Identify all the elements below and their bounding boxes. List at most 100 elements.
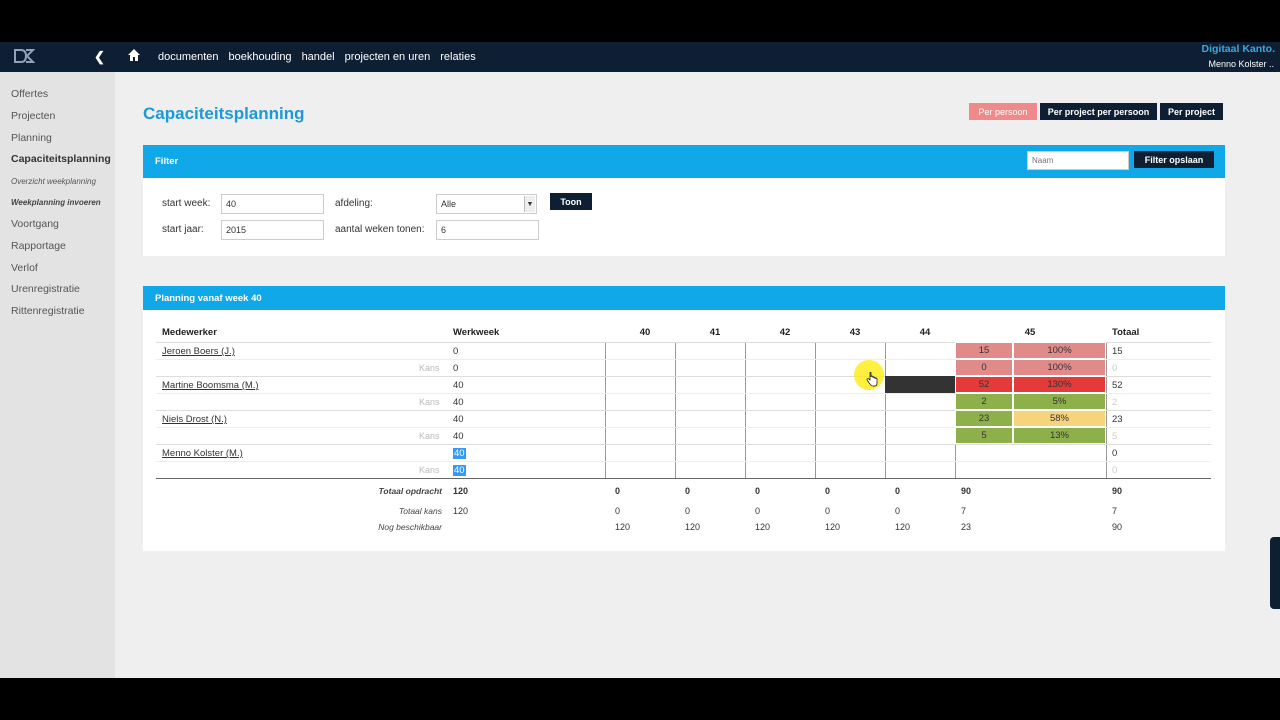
- nav-boekhouding[interactable]: boekhouding: [228, 51, 292, 63]
- save-filter-button[interactable]: Filter opslaan: [1134, 151, 1214, 168]
- heat-cell-kans-pct[interactable]: 100%: [1013, 359, 1106, 376]
- kans-value[interactable]: 0: [453, 363, 459, 374]
- workweek-value[interactable]: 40: [453, 380, 464, 391]
- kans-value[interactable]: 40: [453, 465, 466, 476]
- summary-week-value: 23: [961, 522, 972, 532]
- heat-cell-kans[interactable]: 2: [955, 393, 1013, 410]
- kans-cell[interactable]: 40: [453, 397, 464, 408]
- employee-name[interactable]: Martine Boomsma (M.): [162, 380, 259, 391]
- kans-cell[interactable]: 40: [453, 431, 464, 442]
- heat-cell-kans[interactable]: 5: [955, 427, 1013, 444]
- tab-per-persoon[interactable]: Per persoon: [969, 103, 1037, 120]
- start-year-field[interactable]: 2015: [221, 220, 324, 240]
- workweek-value[interactable]: 40: [453, 448, 466, 459]
- header-week-41: 41: [709, 327, 721, 338]
- summary-week-value: 0: [685, 506, 691, 516]
- kans-total: 2: [1112, 397, 1118, 408]
- row-total: 23: [1112, 414, 1123, 425]
- kans-label: Kans: [419, 363, 440, 373]
- sidebar: Offertes Projecten Planning Capaciteitsp…: [0, 72, 115, 678]
- side-feedback-tab[interactable]: [1270, 537, 1280, 609]
- logo-icon[interactable]: [13, 48, 35, 64]
- sidebar-item-rittenregistratie[interactable]: Rittenregistratie: [11, 305, 85, 317]
- header-workweek: Werkweek: [453, 327, 500, 338]
- department-select[interactable]: Alle ▼: [436, 194, 537, 214]
- row-total: 52: [1112, 380, 1123, 391]
- nav-handel[interactable]: handel: [301, 51, 335, 63]
- row-divider: [156, 359, 1211, 360]
- row-divider: [156, 342, 1211, 343]
- employee-name[interactable]: Menno Kolster (M.): [162, 448, 243, 459]
- header-week-40: 40: [639, 327, 651, 338]
- summary-week-value: 0: [755, 486, 761, 496]
- weeks-field[interactable]: 6: [436, 220, 539, 240]
- heat-cell[interactable]: 52: [955, 376, 1013, 393]
- chevron-left-icon[interactable]: ❮: [94, 49, 105, 64]
- nav-relaties[interactable]: relaties: [440, 51, 476, 63]
- heat-cell-pct[interactable]: 58%: [1013, 410, 1106, 427]
- sidebar-item-verlof[interactable]: Verlof: [11, 262, 38, 274]
- heat-cell-pct[interactable]: 130%: [1013, 376, 1106, 393]
- drag-bar[interactable]: [885, 376, 955, 393]
- top-navbar: ❮ documenten boekhouding handel projecte…: [0, 42, 1280, 72]
- header-employee: Medewerker: [162, 327, 217, 338]
- heat-cell[interactable]: 15: [955, 342, 1013, 359]
- heat-cell-kans[interactable]: 0: [955, 359, 1013, 376]
- kans-label: Kans: [419, 465, 440, 475]
- tab-per-project[interactable]: Per project: [1160, 103, 1223, 120]
- summary-week-value: 120: [685, 522, 701, 532]
- summary-label: Totaal kans: [398, 506, 442, 516]
- sidebar-item-offertes[interactable]: Offertes: [11, 88, 49, 100]
- sidebar-item-capaciteitsplanning[interactable]: Capaciteitsplanning: [11, 153, 111, 165]
- heat-cell-kans-pct[interactable]: 13%: [1013, 427, 1106, 444]
- employee-name[interactable]: Niels Drost (N.): [162, 414, 227, 425]
- kans-cell[interactable]: 40: [453, 465, 466, 476]
- heat-cell[interactable]: 23: [955, 410, 1013, 427]
- summary-week-value: 120: [825, 522, 841, 532]
- header-total: Totaal: [1112, 327, 1140, 338]
- show-button[interactable]: Toon: [550, 193, 592, 210]
- tab-per-project-per-persoon[interactable]: Per project per persoon: [1040, 103, 1157, 120]
- brand-name: Digitaal Kanto.: [1201, 43, 1275, 55]
- sidebar-item-rapportage[interactable]: Rapportage: [11, 240, 66, 252]
- user-menu[interactable]: Menno Kolster ..: [1208, 59, 1274, 69]
- workweek-value[interactable]: 40: [453, 414, 464, 425]
- nav-documenten[interactable]: documenten: [158, 51, 219, 63]
- kans-total: 5: [1112, 431, 1118, 442]
- summary-label: Totaal opdracht: [378, 486, 442, 496]
- summary-week-value: 90: [961, 486, 972, 496]
- home-icon[interactable]: [127, 48, 141, 62]
- sidebar-item-urenregistratie[interactable]: Urenregistratie: [11, 283, 80, 295]
- row-total: 0: [1112, 448, 1118, 459]
- kans-cell[interactable]: 0: [453, 363, 458, 374]
- filter-panel-header: Filter Filter opslaan: [143, 145, 1225, 178]
- sidebar-item-projecten[interactable]: Projecten: [11, 110, 56, 122]
- row-divider: [156, 444, 1211, 445]
- row-divider: [156, 427, 1211, 428]
- workweek-cell[interactable]: 40: [453, 380, 464, 391]
- heat-cell-pct[interactable]: 100%: [1013, 342, 1106, 359]
- kans-value[interactable]: 40: [453, 397, 464, 408]
- hand-pointer-icon: [866, 372, 878, 387]
- heat-cell-kans-pct[interactable]: 5%: [1013, 393, 1106, 410]
- workweek-cell[interactable]: 0: [453, 346, 458, 357]
- employee-name[interactable]: Jeroen Boers (J.): [162, 346, 235, 357]
- workweek-cell[interactable]: 40: [453, 448, 466, 459]
- sidebar-subitem-overzicht[interactable]: Overzicht weekplanning: [11, 177, 96, 186]
- row-divider: [156, 376, 1211, 377]
- page-title: Capaciteitsplanning: [143, 104, 305, 123]
- row-divider: [156, 461, 1211, 462]
- name-search-input[interactable]: [1027, 151, 1129, 170]
- workweek-value[interactable]: 0: [453, 346, 459, 357]
- sidebar-subitem-weekplanning[interactable]: Weekplanning invoeren: [11, 198, 101, 207]
- summary-week-value: 0: [615, 486, 621, 496]
- sidebar-item-voortgang[interactable]: Voortgang: [11, 218, 59, 230]
- start-week-field[interactable]: 40: [221, 194, 324, 214]
- cursor-highlight: [854, 360, 884, 390]
- table-bottom-line: [156, 478, 1211, 479]
- kans-value[interactable]: 40: [453, 431, 464, 442]
- planning-panel-header: Planning vanaf week 40: [143, 286, 1225, 310]
- sidebar-item-planning[interactable]: Planning: [11, 132, 52, 144]
- workweek-cell[interactable]: 40: [453, 414, 464, 425]
- nav-projecten-en-uren[interactable]: projecten en uren: [344, 51, 431, 63]
